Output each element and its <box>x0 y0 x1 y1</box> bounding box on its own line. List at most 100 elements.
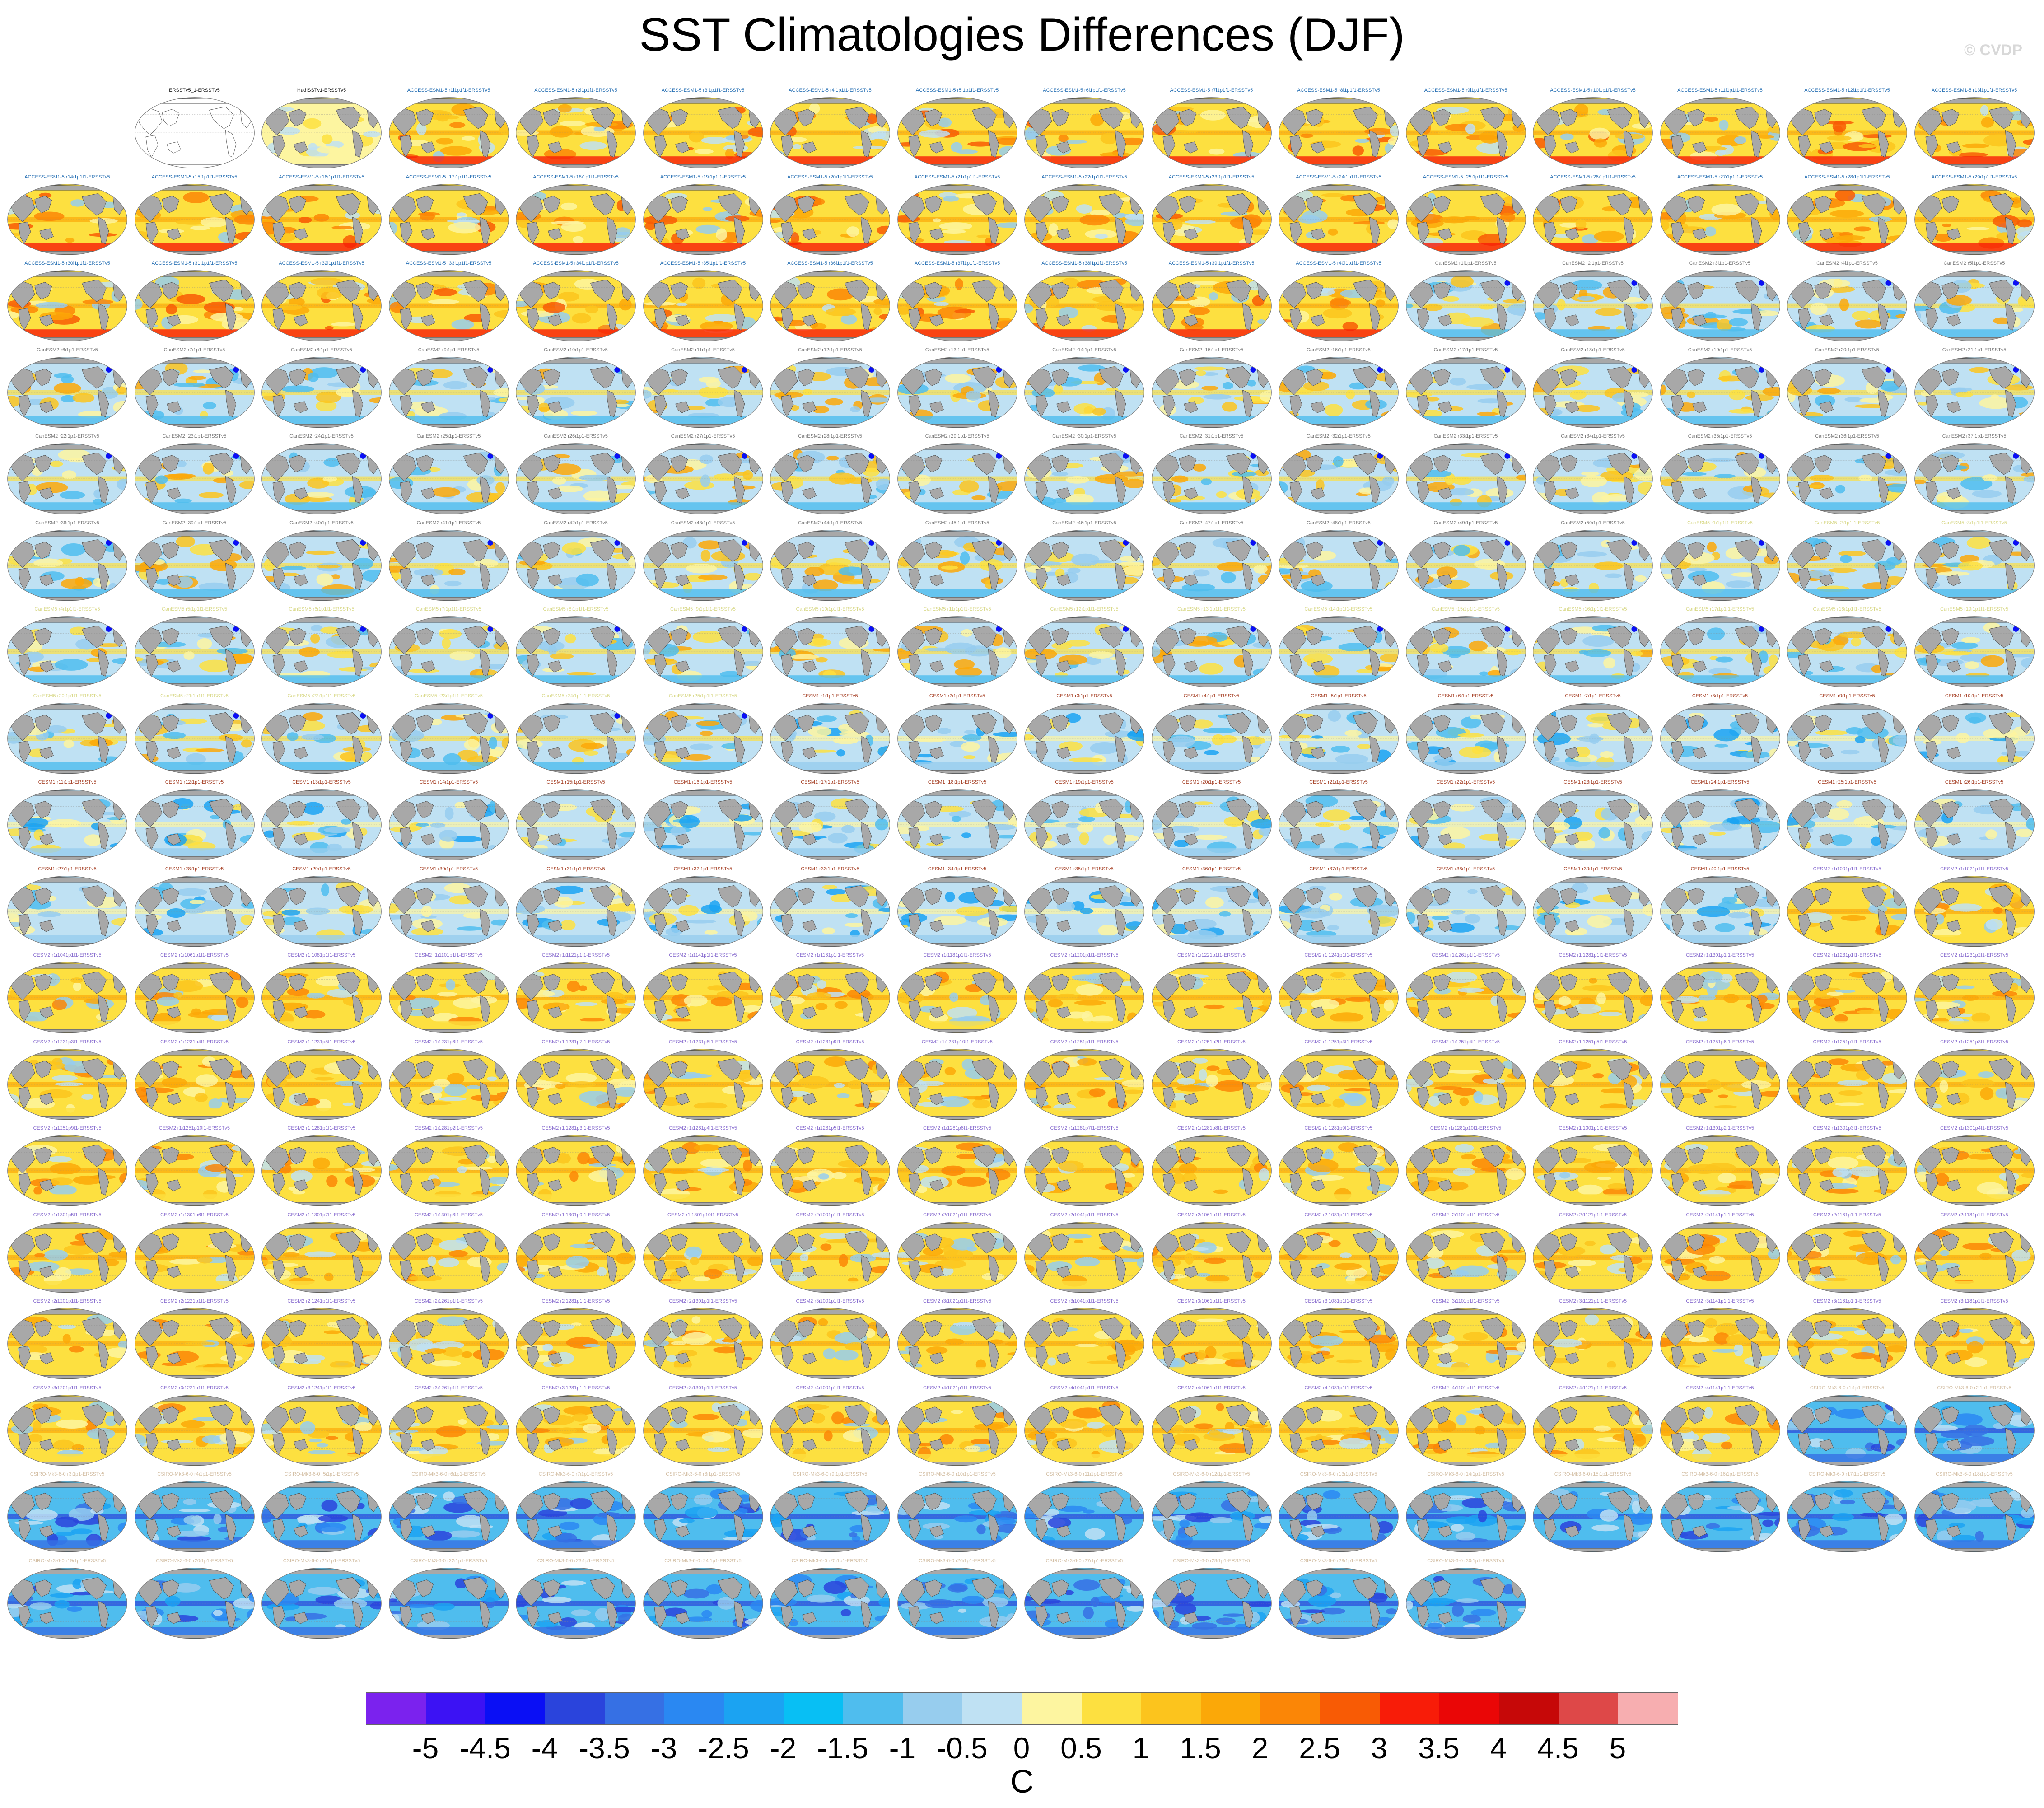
map-panel: CESM1 r14i1p1-ERSSTv5 <box>388 779 510 863</box>
map-panel: CanESM5 r5i1p1f1-ERSSTv5 <box>134 606 256 690</box>
sst-difference-map <box>1279 1135 1399 1206</box>
map-panel: CanESM2 r13i1p1-ERSSTv5 <box>896 347 1018 431</box>
sst-difference-map <box>770 1221 890 1293</box>
colorbar-swatch <box>1082 1693 1141 1724</box>
colorbar-swatch <box>1559 1693 1618 1724</box>
panel-title: CESM1 r5i1p1-ERSSTv5 <box>1311 693 1367 699</box>
panel-title: CESM1 r26i1p1-ERSSTv5 <box>1945 780 2004 785</box>
map-panel: CESM2 r1i1281p9f1-ERSSTv5 <box>1278 1125 1400 1209</box>
map-panel: CanESM2 r24i1p1-ERSSTv5 <box>261 433 383 517</box>
sst-difference-map <box>1279 789 1399 860</box>
panel-title: CanESM2 r17i1p1-ERSSTv5 <box>1433 347 1498 353</box>
map-panel: CESM1 r4i1p1-ERSSTv5 <box>1151 693 1273 777</box>
map-panel: CanESM2 r3i1p1-ERSSTv5 <box>1659 260 1781 344</box>
panel-title: CESM2 r1i1281p10f1-ERSSTv5 <box>1430 1126 1502 1131</box>
map-panel: CESM1 r12i1p1-ERSSTv5 <box>134 779 256 863</box>
sst-difference-map <box>1787 702 1907 774</box>
sst-difference-map <box>1024 1048 1144 1120</box>
sst-difference-map <box>1405 875 1526 947</box>
panel-title: ERSSTv5_1-ERSSTv5 <box>169 88 220 93</box>
map-panel: CESM2 r3i1241p1f1-ERSSTv5 <box>261 1385 383 1469</box>
map-panel: CanESM2 r23i1p1-ERSSTv5 <box>134 433 256 517</box>
sst-difference-map <box>1660 1048 1780 1120</box>
map-panel: CanESM5 r20i1p1f1-ERSSTv5 <box>6 693 128 777</box>
map-panel: CESM2 r2i1161p1f1-ERSSTv5 <box>1786 1212 1908 1296</box>
map-panel: CanESM5 r15i1p1f1-ERSSTv5 <box>1405 606 1527 690</box>
map-panel: CanESM2 r18i1p1-ERSSTv5 <box>1532 347 1654 431</box>
sst-difference-map <box>770 1308 890 1379</box>
map-panel: ACCESS-ESM1-5 r36i1p1f1-ERSSTv5 <box>769 260 891 344</box>
panel-title: CESM2 r1i1281p5f1-ERSSTv5 <box>796 1126 864 1131</box>
panel-title: ACCESS-ESM1-5 r6i1p1f1-ERSSTv5 <box>1043 88 1126 93</box>
map-panel: CanESM2 r4i1p1-ERSSTv5 <box>1786 260 1908 344</box>
sst-difference-map <box>770 97 890 168</box>
panel-title: CESM2 r1i1251p9f1-ERSSTv5 <box>33 1126 102 1131</box>
panel-title: ACCESS-ESM1-5 r11i1p1f1-ERSSTv5 <box>1677 88 1763 93</box>
panel-title: CESM2 r1i1061p1f1-ERSSTv5 <box>160 953 229 958</box>
map-panel: CSIRO-Mk3-6-0 r17i1p1-ERSSTv5 <box>1786 1471 1908 1555</box>
panel-title: ACCESS-ESM1-5 r30i1p1f1-ERSSTv5 <box>24 261 110 266</box>
map-panel: CESM2 r3i1141p1f1-ERSSTv5 <box>1659 1298 1781 1382</box>
panel-title: HadISSTv1-ERSSTv5 <box>297 88 346 93</box>
map-panel: CanESM2 r17i1p1-ERSSTv5 <box>1405 347 1527 431</box>
sst-difference-map <box>388 97 509 168</box>
panel-title: CESM2 r4i1061p1f1-ERSSTv5 <box>1177 1385 1246 1391</box>
panel-title: CESM2 r1i1301p6f1-ERSSTv5 <box>160 1212 229 1218</box>
sst-difference-map <box>1533 529 1653 601</box>
map-panel: CESM2 r1i1301p6f1-ERSSTv5 <box>134 1212 256 1296</box>
map-panel: CanESM5 r24i1p1f1-ERSSTv5 <box>515 693 637 777</box>
map-panel: ACCESS-ESM1-5 r21i1p1f1-ERSSTv5 <box>896 174 1018 258</box>
panel-title: CanESM5 r23i1p1f1-ERSSTv5 <box>414 693 483 699</box>
map-panel: CanESM2 r27i1p1-ERSSTv5 <box>642 433 764 517</box>
panel-title: CSIRO-Mk3-6-0 r26i1p1-ERSSTv5 <box>919 1558 996 1564</box>
panel-title: ACCESS-ESM1-5 r29i1p1f1-ERSSTv5 <box>1931 174 2017 180</box>
sst-difference-map <box>1660 1308 1780 1379</box>
panel-title: CSIRO-Mk3-6-0 r9i1p1-ERSSTv5 <box>793 1472 868 1477</box>
sst-difference-map <box>134 443 255 514</box>
sst-difference-map <box>643 1567 763 1639</box>
sst-difference-map <box>1024 1135 1144 1206</box>
sst-difference-map <box>1024 183 1144 255</box>
colorbar-swatch <box>843 1693 903 1724</box>
colorbar-swatch <box>1141 1693 1201 1724</box>
colorbar-tick-label: 5 <box>1609 1731 1626 1765</box>
colorbar-swatch <box>1022 1693 1082 1724</box>
map-panel: CESM2 r1i1301p9f1-ERSSTv5 <box>515 1212 637 1296</box>
sst-difference-map <box>388 443 509 514</box>
panel-title: CESM2 r1i1201p1f1-ERSSTv5 <box>1050 953 1119 958</box>
map-panel: CESM1 r22i1p1-ERSSTv5 <box>1405 779 1527 863</box>
panel-title: CESM2 r1i1041p1f1-ERSSTv5 <box>33 953 102 958</box>
panel-title: ACCESS-ESM1-5 r37i1p1f1-ERSSTv5 <box>914 261 1000 266</box>
sst-difference-map <box>261 356 382 428</box>
panel-grid: ERSSTv5_1-ERSSTv5 HadISSTv1-ERSSTv5 ACCESS… <box>6 87 2035 1639</box>
panel-title: CESM2 r1i1281p4f1-ERSSTv5 <box>668 1126 737 1131</box>
sst-difference-map <box>1151 97 1272 168</box>
colorbar-swatch <box>1618 1693 1678 1724</box>
panel-title: CanESM5 r1i1p1f1-ERSSTv5 <box>1687 520 1753 526</box>
panel-title: CESM2 r1i1251p10f1-ERSSTv5 <box>159 1126 230 1131</box>
panel-title: CanESM2 r12i1p1-ERSSTv5 <box>798 347 862 353</box>
sst-difference-map <box>1024 1221 1144 1293</box>
panel-title: CanESM2 r30i1p1-ERSSTv5 <box>1052 434 1116 439</box>
panel-title: CESM1 r9i1p1-ERSSTv5 <box>1819 693 1875 699</box>
panel-title: CESM1 r17i1p1-ERSSTv5 <box>801 780 859 785</box>
cvdp-credit: © CVDP <box>1964 42 2022 59</box>
map-panel: CESM2 r3i1121p1f1-ERSSTv5 <box>1532 1298 1654 1382</box>
sst-difference-map <box>134 1308 255 1379</box>
panel-title: CanESM2 r47i1p1-ERSSTv5 <box>1179 520 1244 526</box>
sst-difference-map <box>1787 1394 1907 1466</box>
panel-title: CanESM2 r33i1p1-ERSSTv5 <box>1433 434 1498 439</box>
sst-difference-map <box>1914 616 2035 687</box>
sst-difference-map <box>1787 1135 1907 1206</box>
panel-title: ACCESS-ESM1-5 r7i1p1f1-ERSSTv5 <box>1170 88 1253 93</box>
panel-title: CSIRO-Mk3-6-0 r8i1p1-ERSSTv5 <box>666 1472 740 1477</box>
sst-difference-map <box>1024 875 1144 947</box>
map-panel: ACCESS-ESM1-5 r20i1p1f1-ERSSTv5 <box>769 174 891 258</box>
sst-difference-map <box>1024 529 1144 601</box>
map-panel: CESM2 r1i1281p10f1-ERSSTv5 <box>1405 1125 1527 1209</box>
map-panel: CESM2 r1i1161p1f1-ERSSTv5 <box>769 952 891 1036</box>
panel-title: CESM1 r32i1p1-ERSSTv5 <box>673 866 733 872</box>
map-panel: ACCESS-ESM1-5 r5i1p1f1-ERSSTv5 <box>896 87 1018 171</box>
sst-difference-map <box>261 962 382 1033</box>
map-panel: CanESM5 r19i1p1f1-ERSSTv5 <box>1913 606 2035 690</box>
